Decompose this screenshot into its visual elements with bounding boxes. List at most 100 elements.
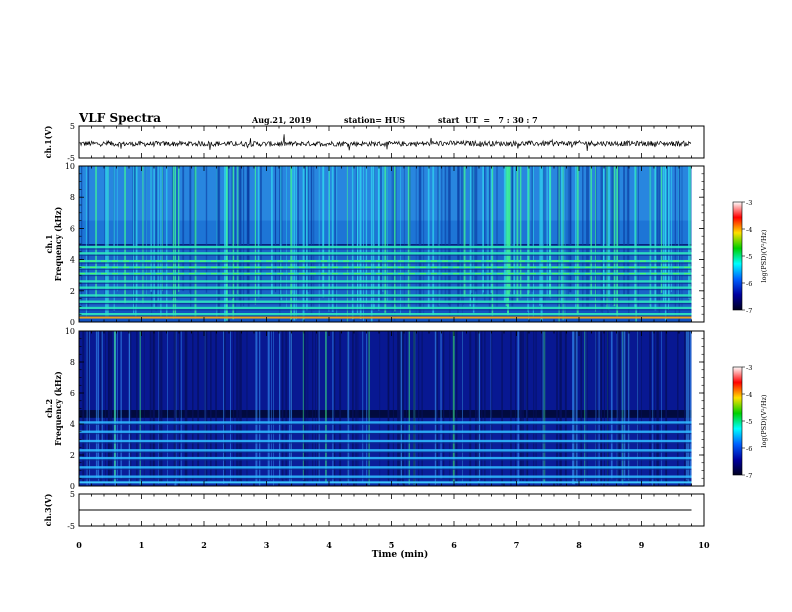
narrowband-gap — [79, 451, 692, 453]
sferic-streak — [160, 166, 162, 318]
sferic-streak — [236, 331, 239, 482]
sferic-streak — [527, 166, 529, 312]
sferic-streak — [503, 166, 506, 304]
sferic-streak — [564, 166, 566, 320]
sferic-streak — [408, 331, 410, 485]
sferic-streak — [533, 331, 535, 486]
sferic-streak — [104, 166, 106, 295]
sferic-streak — [635, 166, 637, 322]
sferic-streak — [171, 166, 174, 300]
sferic-streak — [318, 166, 320, 319]
sferic-streak — [560, 331, 562, 486]
narrowband-line — [79, 439, 692, 443]
sferic-streak — [362, 331, 364, 484]
sferic-streak — [237, 166, 238, 294]
sferic-streak — [290, 331, 292, 484]
sferic-streak — [549, 166, 551, 298]
panel-3-axes: 5 -5 ch.3(V) — [43, 490, 705, 531]
sferic-streak — [224, 166, 226, 322]
sferic-streak — [167, 331, 168, 484]
sferic-streak — [623, 331, 626, 480]
sferic-streak — [227, 166, 229, 312]
sferic-streak — [87, 331, 89, 484]
sferic-streak — [437, 166, 440, 307]
sferic-streak — [312, 331, 314, 483]
sferic-streak — [496, 166, 498, 308]
sferic-streak — [159, 331, 161, 484]
sferic-streak — [233, 331, 234, 482]
x-tick-label: 2 — [201, 540, 207, 550]
sferic-streak — [423, 166, 425, 315]
narrowband-line — [79, 300, 692, 303]
narrowband-line — [79, 466, 692, 469]
sferic-streak — [658, 166, 661, 313]
sferic-streak — [311, 166, 312, 311]
sferic-streak — [313, 166, 315, 311]
sferic-streak — [355, 331, 357, 486]
sferic-streak — [637, 166, 639, 319]
sferic-streak — [660, 166, 663, 293]
sferic-streak — [135, 166, 138, 303]
sferic-streak — [558, 166, 560, 322]
sferic-streak — [607, 166, 610, 298]
sferic-streak — [173, 331, 176, 484]
sferic-streak — [363, 166, 364, 321]
sferic-streak — [520, 331, 522, 479]
sferic-streak — [205, 166, 208, 293]
sferic-streak — [443, 331, 445, 479]
sferic-streak — [565, 166, 567, 319]
sferic-streak — [440, 331, 442, 479]
sferic-streak — [476, 166, 478, 306]
sferic-streak — [557, 166, 560, 307]
sferic-streak — [302, 166, 305, 322]
low-frequency-line — [79, 481, 692, 484]
sferic-streak — [539, 166, 541, 306]
y-axis-label: ch.3(V) — [43, 493, 53, 526]
y-tick-label: 0 — [70, 318, 75, 327]
sferic-streak — [628, 166, 630, 316]
y-axis-label: ch.1(V) — [43, 125, 53, 158]
sferic-streak — [162, 166, 163, 292]
sferic-streak — [656, 166, 659, 303]
sferic-streak — [116, 331, 118, 481]
sferic-streak — [611, 166, 612, 296]
sferic-streak — [550, 166, 552, 299]
narrowband-line — [79, 266, 692, 269]
sferic-streak — [432, 166, 435, 316]
sferic-streak — [333, 331, 336, 486]
sferic-streak — [557, 331, 558, 486]
narrowband-gap — [79, 468, 692, 470]
sferic-streak — [216, 166, 218, 314]
sferic-streak — [267, 331, 270, 480]
sferic-streak — [380, 166, 382, 304]
sferic-streak — [508, 166, 511, 292]
x-tick-label: 4 — [326, 540, 332, 550]
y-tick-label: 4 — [70, 256, 75, 265]
sferic-streak — [649, 331, 651, 485]
narrowband-gap — [79, 477, 692, 480]
colorbar-label: log(PSD)(V²/Hz) — [760, 394, 768, 447]
y-tick-label: 8 — [70, 193, 75, 202]
sferic-streak — [159, 331, 160, 484]
sferic-streak — [572, 331, 574, 485]
sferic-streak — [387, 331, 390, 479]
x-tick-label: 1 — [139, 540, 145, 550]
sferic-streak — [606, 166, 608, 310]
sferic-streak — [490, 166, 492, 293]
sferic-streak — [574, 331, 576, 482]
narrowband-line — [79, 430, 692, 433]
narrowband-gap — [79, 309, 692, 311]
colorbar-tick-label: -3 — [746, 364, 752, 372]
narrowband-gap — [79, 423, 692, 425]
sferic-streak — [462, 166, 463, 317]
sferic-streak — [89, 331, 90, 485]
sferic-streak — [484, 331, 486, 486]
narrowband-gap — [79, 315, 692, 317]
narrowband-line — [79, 280, 692, 283]
waveform-line — [78, 134, 692, 152]
sferic-streak — [535, 331, 537, 481]
sferic-streak — [317, 331, 319, 483]
sferic-streak — [688, 166, 690, 299]
sferic-streak — [652, 331, 654, 486]
sferic-streak — [161, 331, 163, 482]
